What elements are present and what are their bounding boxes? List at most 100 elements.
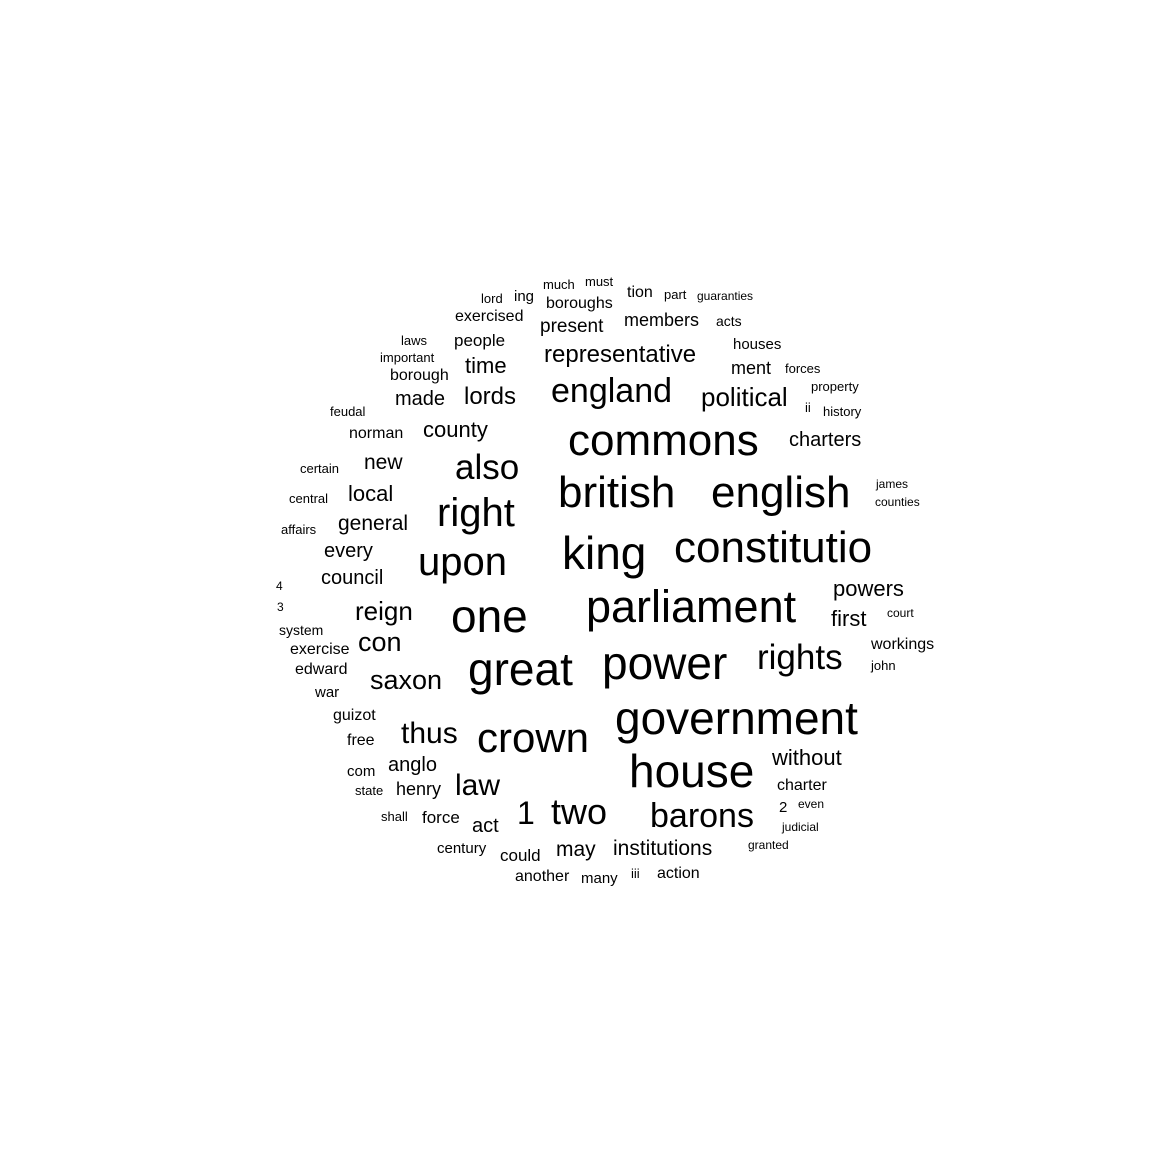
word-ing: ing (514, 288, 535, 305)
word-may: may (556, 838, 596, 861)
word-act: act (472, 815, 499, 837)
word-made: made (395, 388, 446, 410)
word-3: 3 (277, 600, 284, 614)
word-great: great (468, 643, 573, 695)
word-history: history (823, 404, 862, 419)
word-james: james (876, 477, 909, 491)
word-much: much (543, 277, 575, 292)
word-ment: ment (731, 358, 772, 378)
word-feudal: feudal (330, 404, 366, 419)
word-local: local (348, 481, 394, 506)
word-force: force (422, 808, 460, 827)
word-without: without (772, 745, 842, 770)
word-present: present (540, 316, 604, 337)
word-free: free (347, 732, 375, 749)
word-king: king (562, 527, 647, 579)
word-government: government (615, 692, 858, 744)
word-two: two (551, 791, 608, 832)
word-parliament: parliament (586, 581, 797, 632)
word-one: one (451, 590, 528, 642)
word-must: must (585, 274, 614, 289)
word-political: political (701, 382, 788, 412)
word-members: members (624, 310, 700, 330)
word-general: general (338, 512, 409, 535)
word-charters: charters (789, 429, 862, 451)
word-part: part (664, 287, 687, 302)
word-guaranties: guaranties (697, 289, 754, 303)
word-exercised: exercised (455, 308, 524, 325)
word-right: right (437, 491, 515, 535)
word-lord: lord (481, 291, 503, 306)
word-reign: reign (355, 596, 413, 626)
word-com: com (347, 763, 376, 780)
word-war: war (315, 684, 340, 701)
word-court: court (887, 606, 914, 620)
word-norman: norman (349, 425, 404, 442)
word-iii: iii (631, 866, 640, 881)
word-granted: granted (748, 838, 789, 852)
word-england: england (551, 372, 673, 410)
word-action: action (657, 865, 700, 882)
word-boroughs: boroughs (546, 295, 613, 312)
word-thus: thus (401, 717, 458, 750)
word-tion: tion (627, 284, 653, 301)
word-shall: shall (381, 809, 408, 824)
word-crown: crown (477, 714, 590, 761)
word-upon: upon (418, 540, 507, 584)
word-constitutio: constitutio (674, 523, 873, 572)
word-lords: lords (464, 383, 517, 410)
word-saxon: saxon (370, 665, 443, 695)
word-henry: henry (396, 779, 442, 799)
word-acts: acts (716, 313, 742, 329)
word-house: house (629, 745, 755, 797)
word-first: first (831, 606, 867, 631)
word-new: new (364, 451, 403, 474)
word-exercise: exercise (290, 641, 350, 658)
word-central: central (289, 491, 329, 506)
word-forces: forces (785, 361, 821, 376)
word-also: also (455, 448, 520, 487)
word-another: another (515, 868, 570, 885)
word-powers: powers (833, 576, 904, 601)
word-john: john (871, 658, 896, 673)
word-could: could (500, 846, 541, 865)
word-state: state (355, 783, 384, 798)
word-every: every (324, 540, 373, 562)
word-guizot: guizot (333, 707, 376, 724)
word-important: important (380, 350, 435, 365)
word-counties: counties (875, 495, 920, 509)
word-english: english (711, 468, 851, 517)
word-british: british (558, 468, 676, 517)
word-even: even (798, 797, 825, 811)
word-people: people (454, 331, 506, 350)
word-edward: edward (295, 661, 348, 678)
word-system: system (279, 622, 324, 638)
word-county: county (423, 417, 488, 442)
word-borough: borough (390, 367, 449, 384)
word-1: 1 (517, 795, 535, 831)
word-houses: houses (733, 336, 782, 353)
word-power: power (602, 637, 728, 689)
word-2: 2 (779, 799, 788, 816)
word-workings: workings (871, 636, 935, 653)
word-time: time (465, 353, 507, 378)
word-property: property (811, 379, 859, 394)
word-laws: laws (401, 333, 428, 348)
word-certain: certain (300, 461, 340, 476)
word-barons: barons (650, 797, 754, 835)
word-commons: commons (568, 416, 759, 465)
word-con: con (358, 627, 402, 657)
word-4: 4 (276, 579, 283, 593)
word-many: many (581, 870, 618, 887)
word-ii: ii (805, 400, 811, 415)
word-law: law (455, 769, 501, 802)
word-century: century (437, 840, 487, 857)
word-charter: charter (777, 777, 827, 794)
word-anglo: anglo (388, 754, 437, 776)
word-affairs: affairs (281, 522, 317, 537)
word-rights: rights (757, 638, 843, 677)
word-institutions: institutions (613, 837, 713, 860)
word-judicial: judicial (782, 820, 819, 834)
word-council: council (321, 567, 384, 589)
